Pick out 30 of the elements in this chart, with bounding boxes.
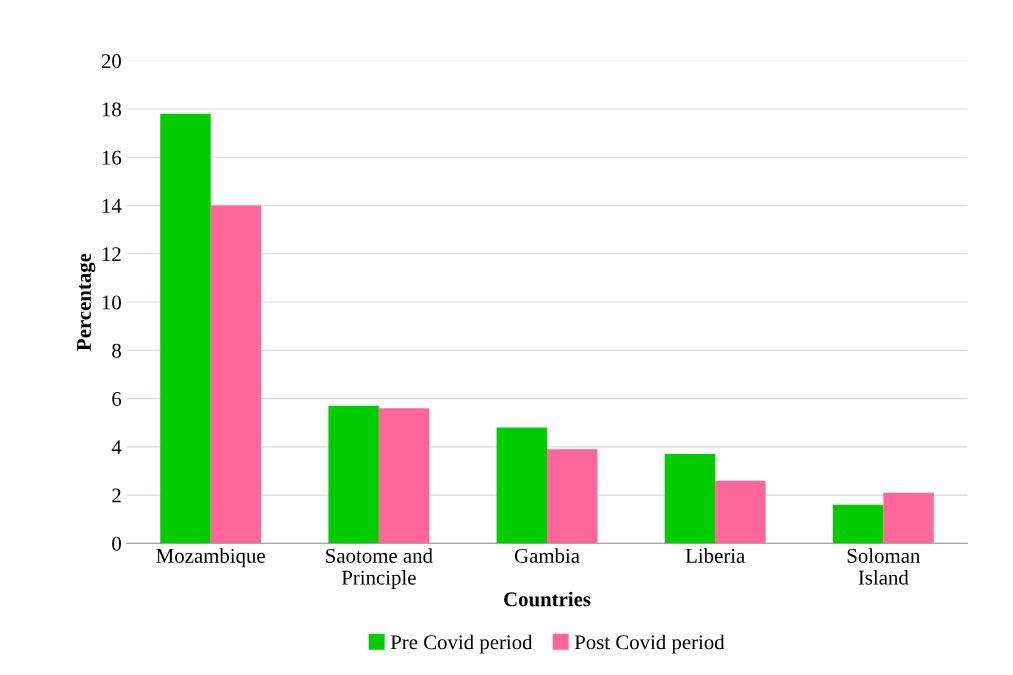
x-tick-label: Liberia — [685, 548, 745, 563]
bar — [496, 427, 548, 544]
y-tick-label: 4 — [111, 440, 122, 455]
bar — [210, 205, 262, 544]
y-tick-label: 0 — [112, 536, 121, 551]
y-tick-label: 8 — [112, 343, 121, 358]
bar — [715, 480, 766, 544]
legend-label: Pre Covid period — [390, 634, 533, 654]
y-tick-label: 2 — [112, 488, 121, 503]
bar — [547, 449, 598, 544]
y-axis-title: Percentage — [77, 253, 96, 351]
y-tick-label: 20 — [101, 54, 121, 69]
bar — [160, 113, 211, 544]
bar — [832, 504, 884, 544]
y-tick-label: 18 — [102, 102, 121, 117]
y-tick-label: 14 — [102, 199, 122, 213]
x-tick-label: Soloman Island — [847, 548, 921, 585]
y-tick-label: 16 — [102, 150, 122, 165]
x-axis-title: Countries — [504, 591, 591, 607]
bar — [883, 492, 934, 544]
legend-label: Post Covid period — [574, 634, 725, 654]
y-tick-label: 10 — [102, 295, 121, 310]
bar — [378, 408, 430, 544]
x-tick-label: Mozambique — [156, 548, 265, 568]
y-tick-label: 12 — [102, 247, 121, 262]
x-tick-label: Gambia — [514, 548, 580, 563]
bar — [328, 405, 379, 544]
bar — [664, 454, 716, 544]
x-tick-label: Saotome and Principle — [326, 548, 433, 589]
y-tick-label: 6 — [112, 392, 122, 407]
